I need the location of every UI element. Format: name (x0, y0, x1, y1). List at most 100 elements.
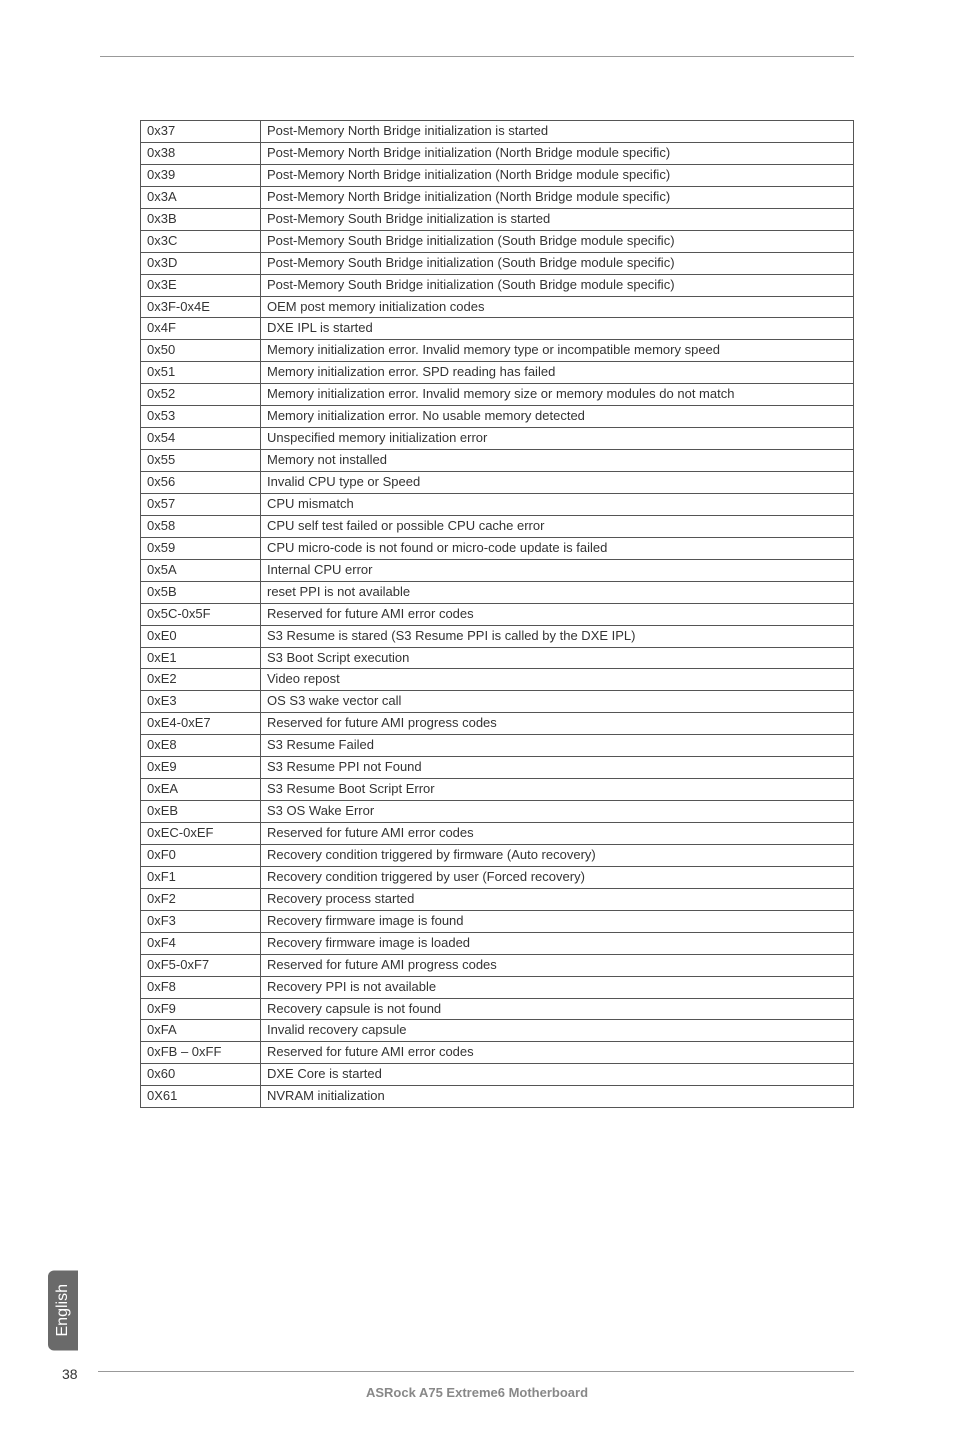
table-cell: 0x55 (141, 450, 261, 472)
table-row: 0x3BPost-Memory South Bridge initializat… (141, 208, 854, 230)
table-row: 0xE1S3 Boot Script execution (141, 647, 854, 669)
table-cell: 0X61 (141, 1086, 261, 1108)
table-cell: 0xEA (141, 779, 261, 801)
table-row: 0xE0S3 Resume is stared (S3 Resume PPI i… (141, 625, 854, 647)
table-cell: DXE Core is started (261, 1064, 854, 1086)
table-cell: S3 Boot Script execution (261, 647, 854, 669)
table-cell: Post-Memory North Bridge initialization … (261, 142, 854, 164)
table-row: 0x51Memory initialization error. SPD rea… (141, 362, 854, 384)
table-row: 0x59CPU micro-code is not found or micro… (141, 537, 854, 559)
table-row: 0xF5-0xF7Reserved for future AMI progres… (141, 954, 854, 976)
table-cell: S3 Resume Failed (261, 735, 854, 757)
table-cell: Invalid recovery capsule (261, 1020, 854, 1042)
table-cell: CPU self test failed or possible CPU cac… (261, 515, 854, 537)
table-cell: 0x5A (141, 559, 261, 581)
table-cell: OEM post memory initialization codes (261, 296, 854, 318)
footer-text: ASRock A75 Extreme6 Motherboard (0, 1385, 954, 1400)
table-cell: Post-Memory South Bridge initialization … (261, 274, 854, 296)
table-cell: 0xE4-0xE7 (141, 713, 261, 735)
table-cell: 0xF5-0xF7 (141, 954, 261, 976)
table-cell: Recovery capsule is not found (261, 998, 854, 1020)
table-cell: 0x56 (141, 472, 261, 494)
table-cell: Internal CPU error (261, 559, 854, 581)
table-cell: 0xE9 (141, 757, 261, 779)
table-cell: Invalid CPU type or Speed (261, 472, 854, 494)
table-row: 0xEAS3 Resume Boot Script Error (141, 779, 854, 801)
table-row: 0x4FDXE IPL is started (141, 318, 854, 340)
table-row: 0xF8Recovery PPI is not available (141, 976, 854, 998)
table-cell: Video repost (261, 669, 854, 691)
table-cell: Reserved for future AMI error codes (261, 603, 854, 625)
language-tab: English (48, 1270, 78, 1350)
table-cell: Recovery firmware image is loaded (261, 932, 854, 954)
table-cell: 0xE8 (141, 735, 261, 757)
table-cell: Memory initialization error. SPD reading… (261, 362, 854, 384)
table-row: 0x57CPU mismatch (141, 493, 854, 515)
table-cell: 0x50 (141, 340, 261, 362)
table-cell: Reserved for future AMI progress codes (261, 713, 854, 735)
table-cell: 0xF0 (141, 844, 261, 866)
table-row: 0x3DPost-Memory South Bridge initializat… (141, 252, 854, 274)
table-cell: CPU mismatch (261, 493, 854, 515)
table-cell: Memory not installed (261, 450, 854, 472)
table-row: 0X61NVRAM initialization (141, 1086, 854, 1108)
table-row: 0x3F-0x4EOEM post memory initialization … (141, 296, 854, 318)
table-cell: CPU micro-code is not found or micro-cod… (261, 537, 854, 559)
table-cell: Reserved for future AMI error codes (261, 1042, 854, 1064)
table-cell: 0xFB – 0xFF (141, 1042, 261, 1064)
table-row: 0x3CPost-Memory South Bridge initializat… (141, 230, 854, 252)
page-number: 38 (62, 1366, 78, 1382)
table-cell: 0xE1 (141, 647, 261, 669)
table-cell: 0x3F-0x4E (141, 296, 261, 318)
table-row: 0x60DXE Core is started (141, 1064, 854, 1086)
table-cell: 0x3E (141, 274, 261, 296)
table-cell: Post-Memory North Bridge initialization … (261, 164, 854, 186)
table-row: 0xE3OS S3 wake vector call (141, 691, 854, 713)
table-cell: 0xF8 (141, 976, 261, 998)
table-row: 0x50Memory initialization error. Invalid… (141, 340, 854, 362)
table-cell: Unspecified memory initialization error (261, 428, 854, 450)
table-cell: 0x3B (141, 208, 261, 230)
table-row: 0xF1Recovery condition triggered by user… (141, 866, 854, 888)
table-cell: 0xF1 (141, 866, 261, 888)
table-cell: 0xEB (141, 801, 261, 823)
table-row: 0x53Memory initialization error. No usab… (141, 406, 854, 428)
table-cell: reset PPI is not available (261, 581, 854, 603)
table-row: 0x58CPU self test failed or possible CPU… (141, 515, 854, 537)
table-row: 0xF4Recovery firmware image is loaded (141, 932, 854, 954)
table-row: 0x55Memory not installed (141, 450, 854, 472)
table-cell: S3 Resume PPI not Found (261, 757, 854, 779)
table-cell: 0x37 (141, 121, 261, 143)
table-cell: 0x39 (141, 164, 261, 186)
table-cell: 0xEC-0xEF (141, 823, 261, 845)
table-cell: Post-Memory South Bridge initialization … (261, 252, 854, 274)
table-row: 0xE2Video repost (141, 669, 854, 691)
table-cell: 0x3C (141, 230, 261, 252)
table-cell: 0x51 (141, 362, 261, 384)
codes-table: 0x37Post-Memory North Bridge initializat… (140, 120, 854, 1108)
table-row: 0x3APost-Memory North Bridge initializat… (141, 186, 854, 208)
table-cell: Memory initialization error. Invalid mem… (261, 384, 854, 406)
table-cell: 0x58 (141, 515, 261, 537)
table-row: 0xE9S3 Resume PPI not Found (141, 757, 854, 779)
table-cell: Recovery condition triggered by firmware… (261, 844, 854, 866)
table-cell: Recovery condition triggered by user (Fo… (261, 866, 854, 888)
table-row: 0xF0Recovery condition triggered by firm… (141, 844, 854, 866)
table-cell: 0xE0 (141, 625, 261, 647)
table-row: 0x38Post-Memory North Bridge initializat… (141, 142, 854, 164)
table-cell: Recovery PPI is not available (261, 976, 854, 998)
table-cell: Reserved for future AMI progress codes (261, 954, 854, 976)
footer-rule (98, 1371, 854, 1372)
table-cell: Post-Memory South Bridge initialization … (261, 208, 854, 230)
table-cell: 0xE2 (141, 669, 261, 691)
table-row: 0x3EPost-Memory South Bridge initializat… (141, 274, 854, 296)
table-cell: 0x60 (141, 1064, 261, 1086)
table-cell: DXE IPL is started (261, 318, 854, 340)
table-cell: 0x3D (141, 252, 261, 274)
table-row: 0x5Breset PPI is not available (141, 581, 854, 603)
table-cell: 0x54 (141, 428, 261, 450)
table-cell: OS S3 wake vector call (261, 691, 854, 713)
table-cell: NVRAM initialization (261, 1086, 854, 1108)
table-row: 0x37Post-Memory North Bridge initializat… (141, 121, 854, 143)
table-row: 0xE8S3 Resume Failed (141, 735, 854, 757)
